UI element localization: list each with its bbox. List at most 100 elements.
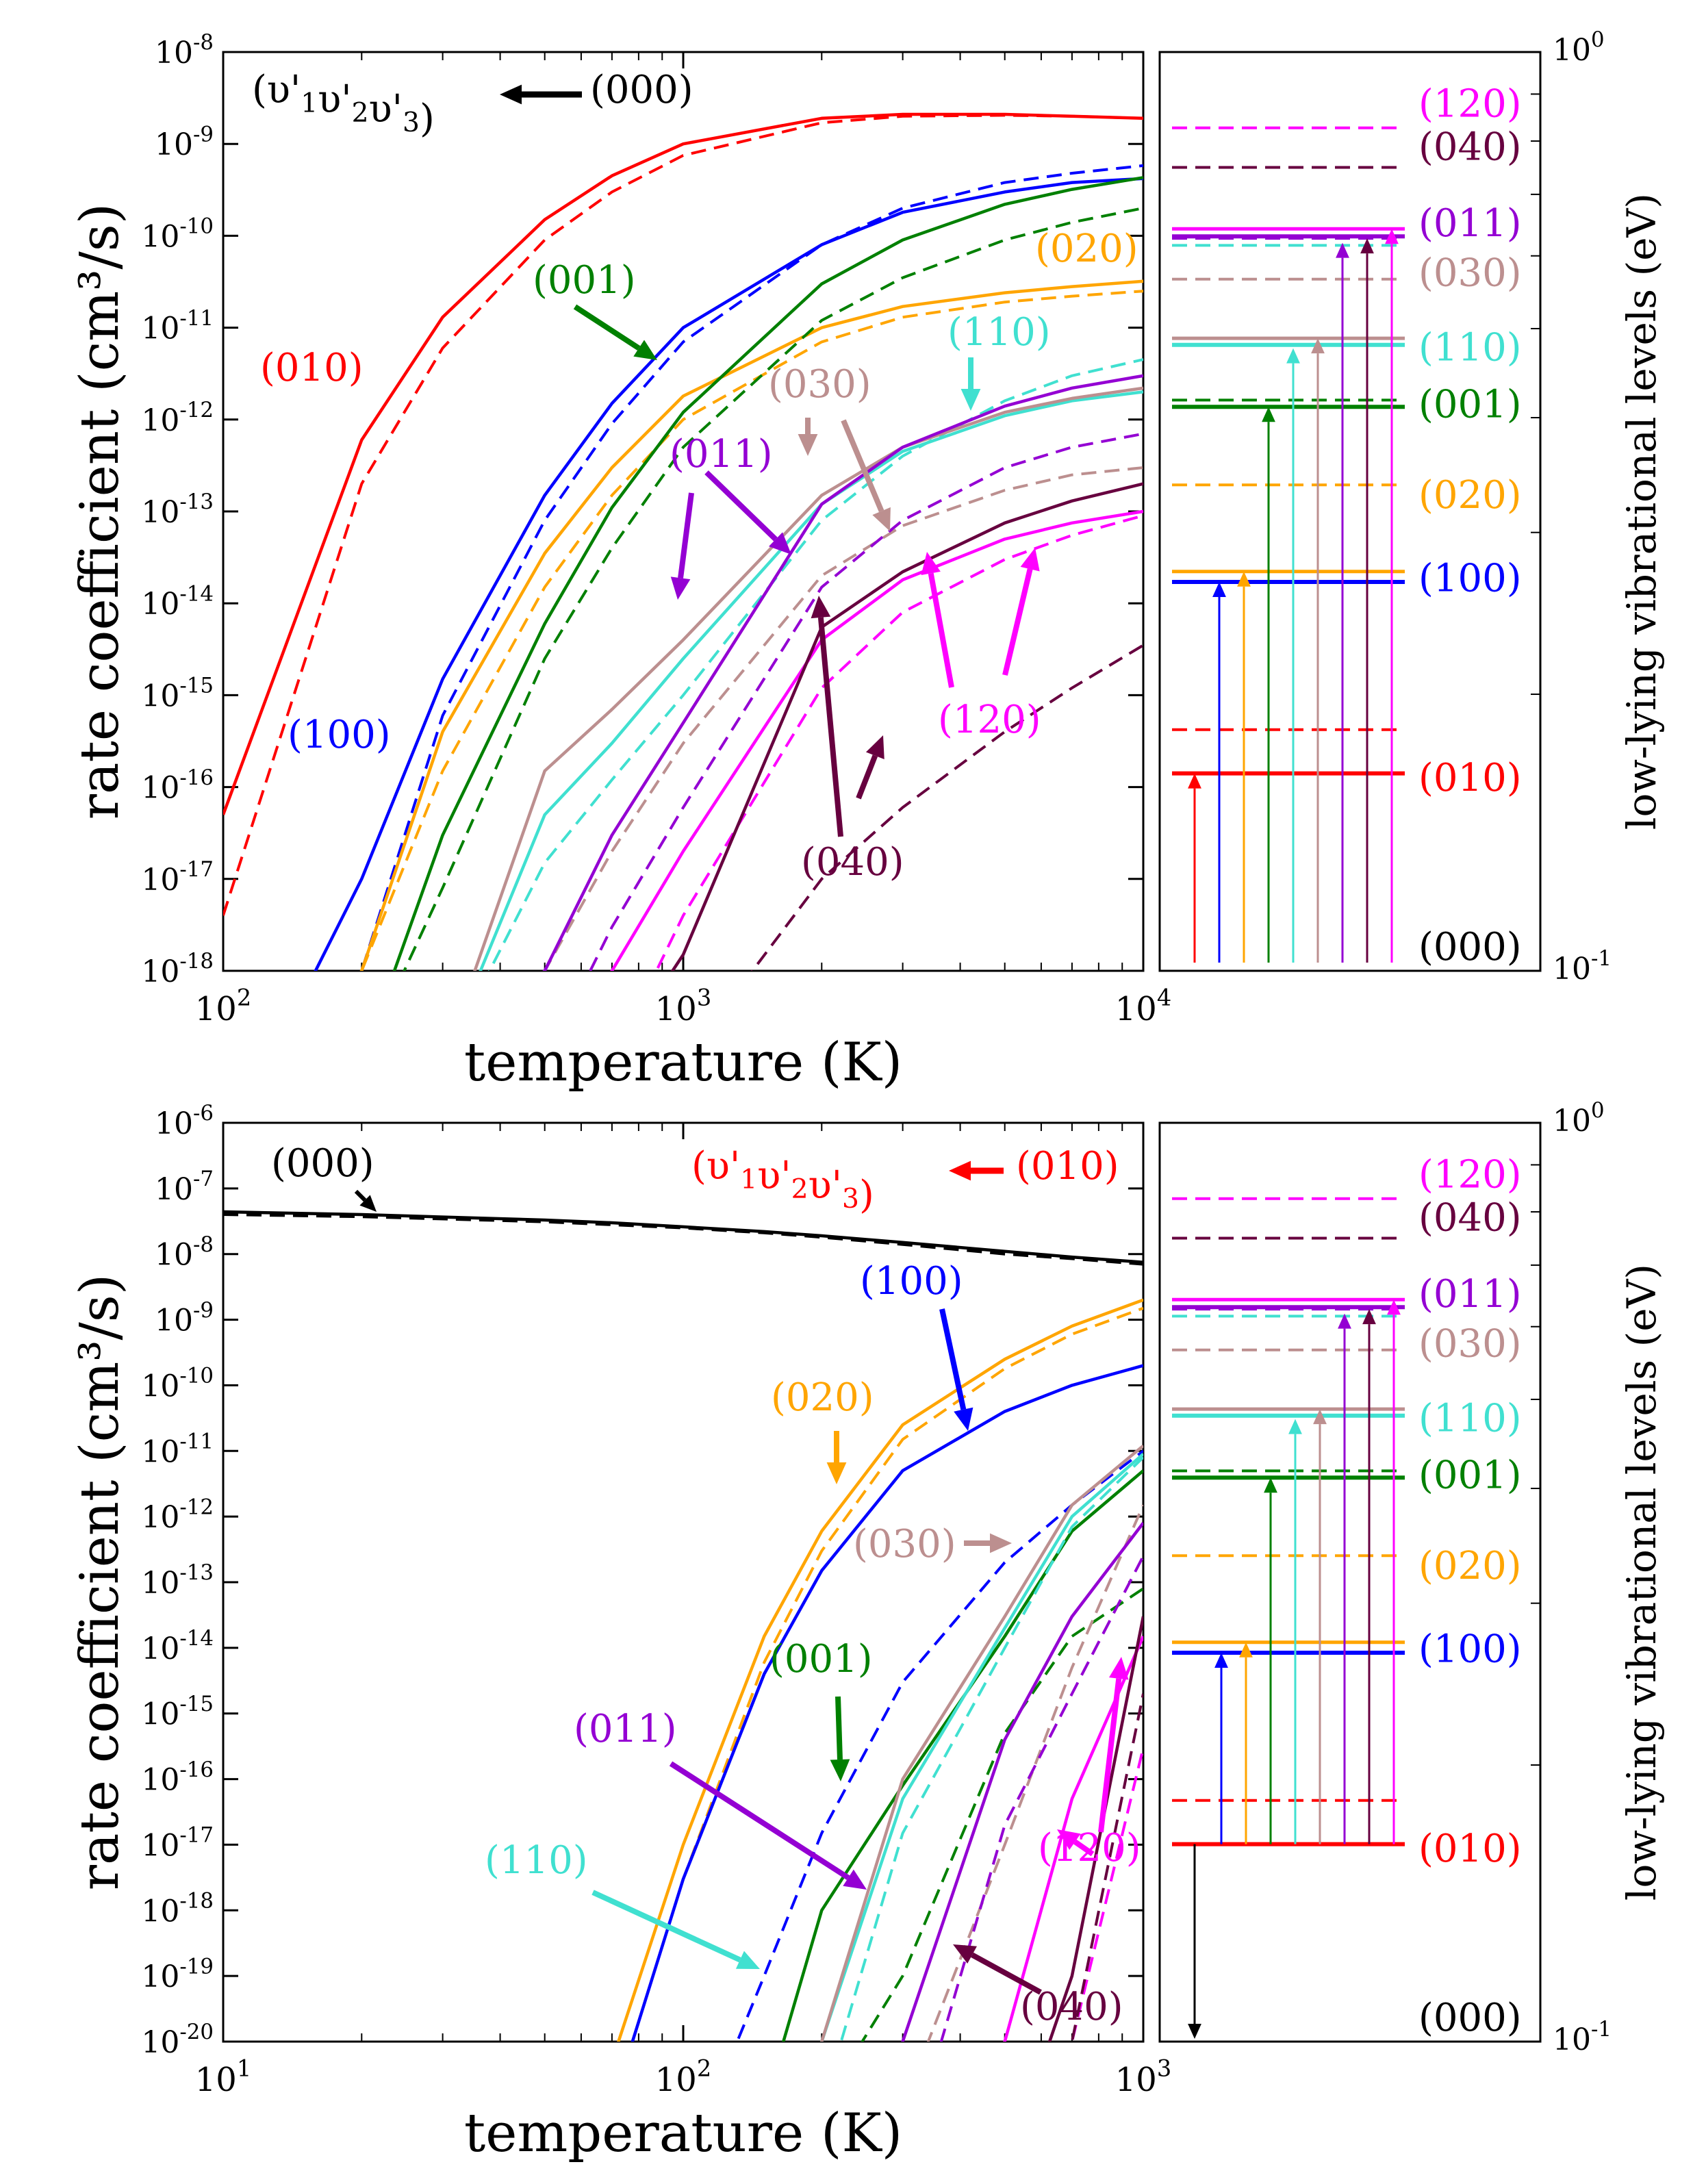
curve-label-bot-001: (001) [769, 1637, 873, 1681]
label-arrow-top-040-b-head [865, 735, 884, 760]
excitation-arrow-bot-001-head [1264, 1477, 1277, 1493]
y-tick-label: 10-17 [141, 1823, 214, 1864]
curve-001-solid [392, 176, 1143, 971]
level-tick-label-low: 10-1 [1553, 946, 1612, 987]
curve-120-dashed [654, 514, 1143, 971]
y-tick-label: 10-12 [141, 398, 214, 438]
curve-label-bot-110: (110) [485, 1838, 588, 1883]
curve-020-dashed [359, 290, 1143, 971]
level-label-110: (110) [1418, 326, 1522, 370]
level-label-010: (010) [1418, 756, 1522, 800]
excitation-arrow-bot-011-head [1338, 1313, 1351, 1329]
curve-label-bot-011: (011) [574, 1707, 677, 1751]
label-arrow-bot-040-shaft [971, 1952, 1042, 1995]
excitation-arrow-top-100 [1212, 582, 1226, 963]
label-arrow-top-030-b-shaft [841, 419, 884, 513]
header-bot-label: (υ'1υ'2υ'3) [691, 1144, 874, 1217]
excitation-arrow-top-011-head [1336, 242, 1349, 258]
curve-110-dashed [487, 358, 1143, 971]
label-arrow-bot-000 [354, 1189, 377, 1212]
label-arrow-bot-001-shaft [835, 1696, 843, 1760]
curve-020-solid [359, 279, 1143, 971]
excitation-arrow-top-110 [1286, 348, 1300, 963]
curve-label-bot-100: (100) [860, 1259, 963, 1304]
label-arrow-top-110 [960, 357, 981, 411]
label-arrow-top-030-b-head [872, 507, 891, 531]
level-label-001: (001) [1418, 1453, 1522, 1497]
header-top-label: (υ'1υ'2υ'3) [252, 68, 435, 141]
level-label-000: (000) [1418, 925, 1522, 969]
level-tick-label-low: 10-1 [1553, 2017, 1612, 2057]
y-tick-label: 10-9 [155, 1298, 214, 1338]
label-arrow-top-001-shaft [573, 304, 641, 351]
label-arrow-bot-100-head [954, 1407, 973, 1431]
excitation-arrow-bot-120-head [1387, 1299, 1401, 1315]
curve-001-dashed [403, 207, 1143, 971]
x-axis-title: temperature (K) [464, 2103, 902, 2164]
level-label-020: (020) [1418, 1544, 1522, 1588]
level-tick-label-high: 100 [1553, 1098, 1605, 1139]
x-tick-label: 103 [1115, 2055, 1171, 2099]
curve-100-solid [631, 1364, 1143, 2042]
curve-100-solid [314, 177, 1143, 971]
label-arrow-top-040-b [856, 735, 884, 800]
header-top-target: (000) [590, 68, 693, 112]
label-arrow-top-011-b [704, 470, 791, 555]
excitation-arrow-bot-040-head [1362, 1309, 1376, 1325]
curve-020-dashed [631, 1306, 1143, 2042]
label-arrow-top-040-shaft [817, 617, 843, 837]
curve-011-solid [542, 374, 1143, 971]
excitation-arrow-top-120-head [1385, 229, 1399, 244]
label-arrow-top-011-head [670, 576, 691, 600]
x-tick-label: 102 [655, 2055, 711, 2099]
label-arrow-bot-020 [826, 1431, 847, 1484]
label-arrow-top-120-b-shaft [1002, 568, 1033, 676]
y-tick-label: 10-11 [141, 1429, 214, 1469]
y-tick-label: 10-13 [141, 1560, 214, 1601]
level-label-010: (010) [1418, 1827, 1522, 1871]
curve-label-bot-000: (000) [271, 1141, 374, 1186]
curve-120-solid [1002, 1636, 1143, 2042]
y-axis-title: rate coefficient (cm³/s) [69, 1274, 131, 1891]
level-label-001: (001) [1418, 382, 1522, 427]
excitation-arrow-bot-011 [1338, 1313, 1351, 1844]
excitation-arrow-top-040-head [1360, 238, 1374, 254]
curve-030-solid [819, 1444, 1143, 2042]
level-label-020: (020) [1418, 473, 1522, 518]
y-tick-label: 10-15 [141, 1692, 214, 1732]
label-arrow-bot-001 [830, 1696, 850, 1781]
y-tick-label: 10-8 [155, 30, 214, 71]
label-arrow-top-001 [573, 304, 657, 360]
curve-030-dashed [542, 466, 1143, 971]
curve-020-solid [617, 1298, 1143, 2042]
label-arrow-bot-000-shaft [354, 1189, 367, 1202]
curve-label-top-030: (030) [768, 362, 871, 407]
label-arrow-top-030-b [841, 419, 891, 531]
deexcitation-arrow-bot-000 [1188, 1844, 1201, 2039]
label-arrow-bot-011-shaft [669, 1761, 850, 1881]
label-arrow-top-001-head [633, 340, 657, 360]
x-axis-title: temperature (K) [464, 1032, 902, 1093]
level-axis-title: low-lying vibrational levels (eV) [1618, 1264, 1665, 1901]
header-bot-arrow-head [949, 1160, 971, 1181]
label-arrow-top-120-shaft [928, 572, 954, 688]
y-tick-label: 10-10 [141, 214, 214, 255]
y-tick-label: 10-16 [141, 765, 214, 806]
x-tick-label: 102 [195, 984, 251, 1028]
excitation-arrow-top-110-head [1286, 348, 1300, 364]
label-arrow-bot-120-b-head [1057, 1829, 1081, 1851]
excitation-arrow-bot-030-head [1313, 1409, 1327, 1425]
y-tick-label: 10-6 [155, 1101, 214, 1141]
curve-label-top-100: (100) [288, 713, 391, 757]
curve-label-bot-020: (020) [771, 1375, 874, 1420]
level-tick-label-high: 100 [1553, 27, 1605, 68]
y-tick-label: 10-14 [141, 581, 214, 622]
curve-030-solid [473, 386, 1143, 971]
level-label-040: (040) [1418, 1196, 1522, 1241]
curve-label-top-001: (001) [533, 258, 636, 303]
label-arrow-top-120-b-head [1020, 548, 1040, 572]
y-tick-label: 10-11 [141, 306, 214, 346]
label-arrow-bot-040 [953, 1944, 1042, 1995]
y-tick-label: 10-16 [141, 1757, 214, 1798]
